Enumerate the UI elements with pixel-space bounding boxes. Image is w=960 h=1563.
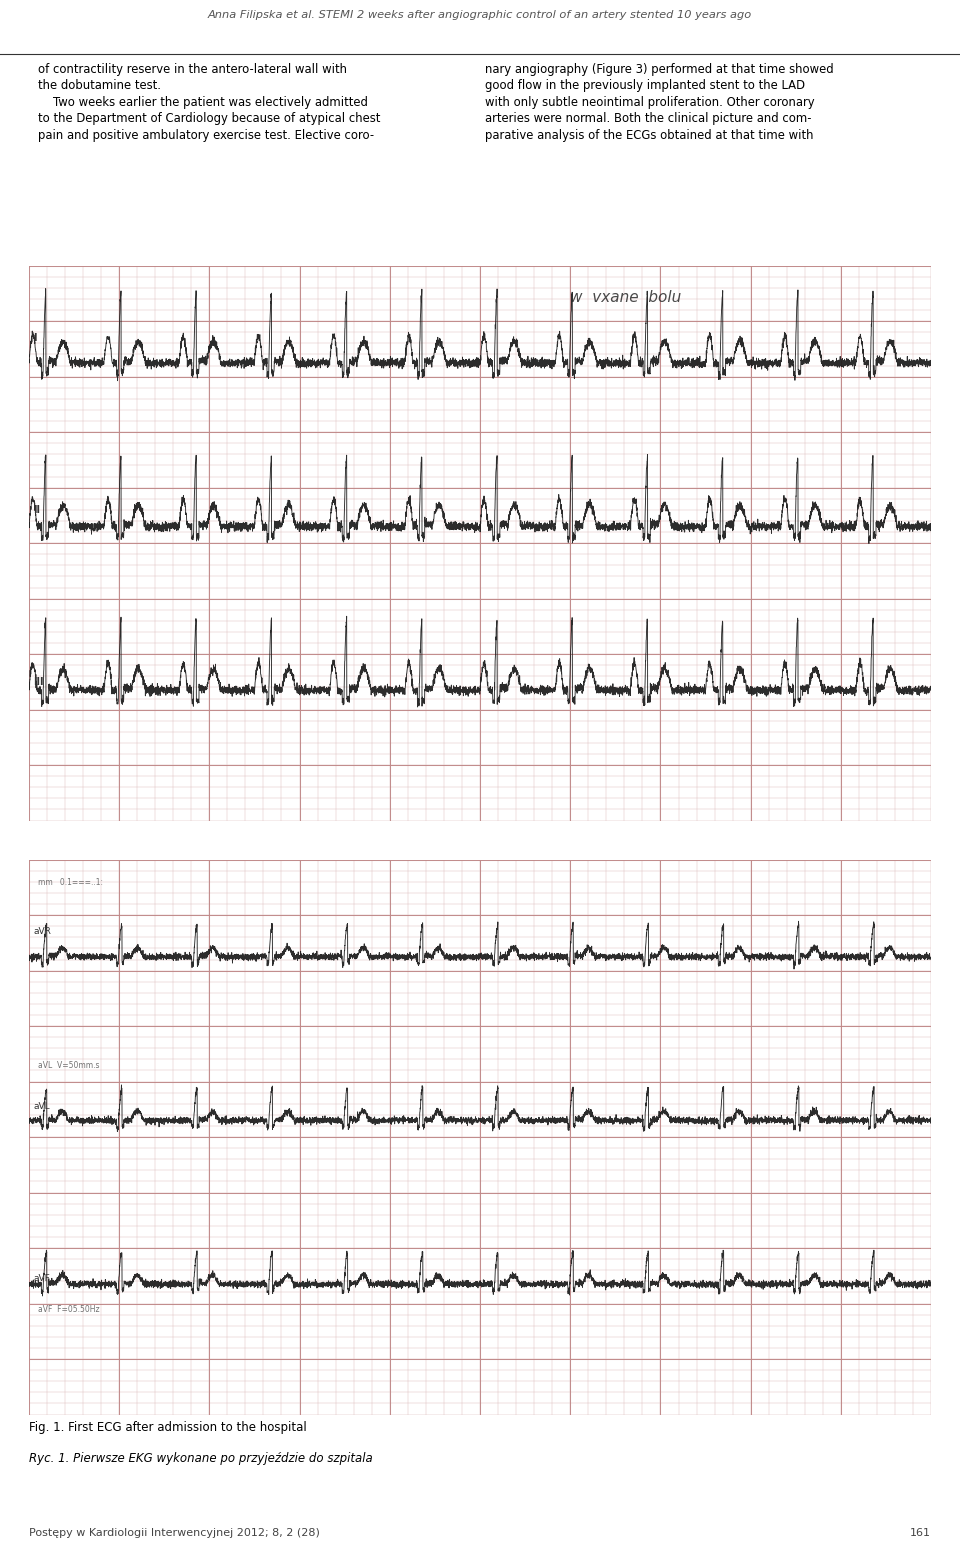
Text: aVL: aVL [34,1102,50,1111]
Text: Anna Filipska et al. STEMI 2 weeks after angiographic control of an artery stent: Anna Filipska et al. STEMI 2 weeks after… [208,11,752,20]
Text: mm   0.1===..1:: mm 0.1===..1: [37,877,103,886]
Text: aVF: aVF [34,1274,50,1283]
Text: III: III [34,677,44,686]
Text: of contractility reserve in the antero-lateral wall with
the dobutamine test.
  : of contractility reserve in the antero-l… [37,63,380,142]
Text: aVR: aVR [34,927,51,936]
Text: Fig. 1. First ECG after admission to the hospital: Fig. 1. First ECG after admission to the… [29,1421,306,1433]
Text: w  vxane  bolu: w vxane bolu [570,289,682,305]
Text: I: I [34,333,36,342]
Text: 161: 161 [910,1529,931,1538]
Text: Ryc. 1. Pierwsze EKG wykonane po przyjeździe do szpitala: Ryc. 1. Pierwsze EKG wykonane po przyjeź… [29,1452,372,1465]
Text: aVL  V=50mm.s: aVL V=50mm.s [37,1061,99,1069]
Text: nary angiography (Figure 3) performed at that time showed
good flow in the previ: nary angiography (Figure 3) performed at… [485,63,833,142]
Text: aVF  F=05.50Hz: aVF F=05.50Hz [37,1305,100,1314]
Text: II: II [34,505,40,514]
Text: Postępy w Kardiologii Interwencyjnej 2012; 8, 2 (28): Postępy w Kardiologii Interwencyjnej 201… [29,1529,320,1538]
